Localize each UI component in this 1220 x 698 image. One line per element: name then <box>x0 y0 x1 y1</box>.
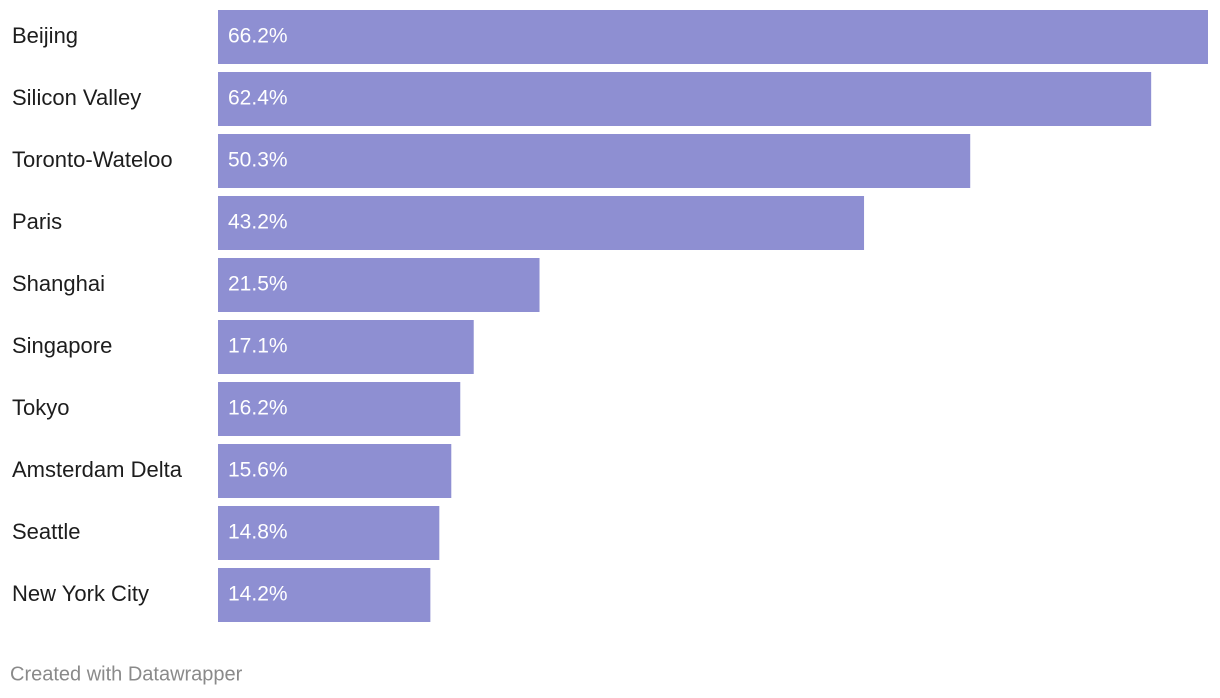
bar <box>218 196 865 250</box>
category-label: Paris <box>12 209 62 234</box>
bar <box>218 258 540 312</box>
category-label: Shanghai <box>12 271 105 296</box>
value-label: 62.4% <box>228 87 288 110</box>
category-label: Amsterdam Delta <box>12 457 183 482</box>
value-label: 16.2% <box>228 397 288 420</box>
category-label: Tokyo <box>12 395 69 420</box>
category-label: Beijing <box>12 23 78 48</box>
value-label: 50.3% <box>228 149 288 172</box>
category-label: Silicon Valley <box>12 85 141 110</box>
value-label: 14.8% <box>228 521 288 544</box>
bar <box>218 10 1208 64</box>
credit: Created with Datawrapper <box>10 663 243 685</box>
value-label: 14.2% <box>228 583 288 606</box>
bar <box>218 444 452 498</box>
value-label: 21.5% <box>228 273 288 296</box>
value-label: 15.6% <box>228 459 288 482</box>
category-label: Singapore <box>12 333 112 358</box>
bar <box>218 506 440 560</box>
value-label: 66.2% <box>228 25 288 48</box>
bar <box>218 382 461 436</box>
category-label: Seattle <box>12 519 81 544</box>
bar <box>218 72 1152 126</box>
category-label: New York City <box>12 581 149 606</box>
bar <box>218 568 431 622</box>
bar <box>218 134 971 188</box>
category-label: Toronto-Wateloo <box>12 147 173 172</box>
value-label: 17.1% <box>228 335 288 358</box>
bar <box>218 320 474 374</box>
value-label: 43.2% <box>228 211 288 234</box>
